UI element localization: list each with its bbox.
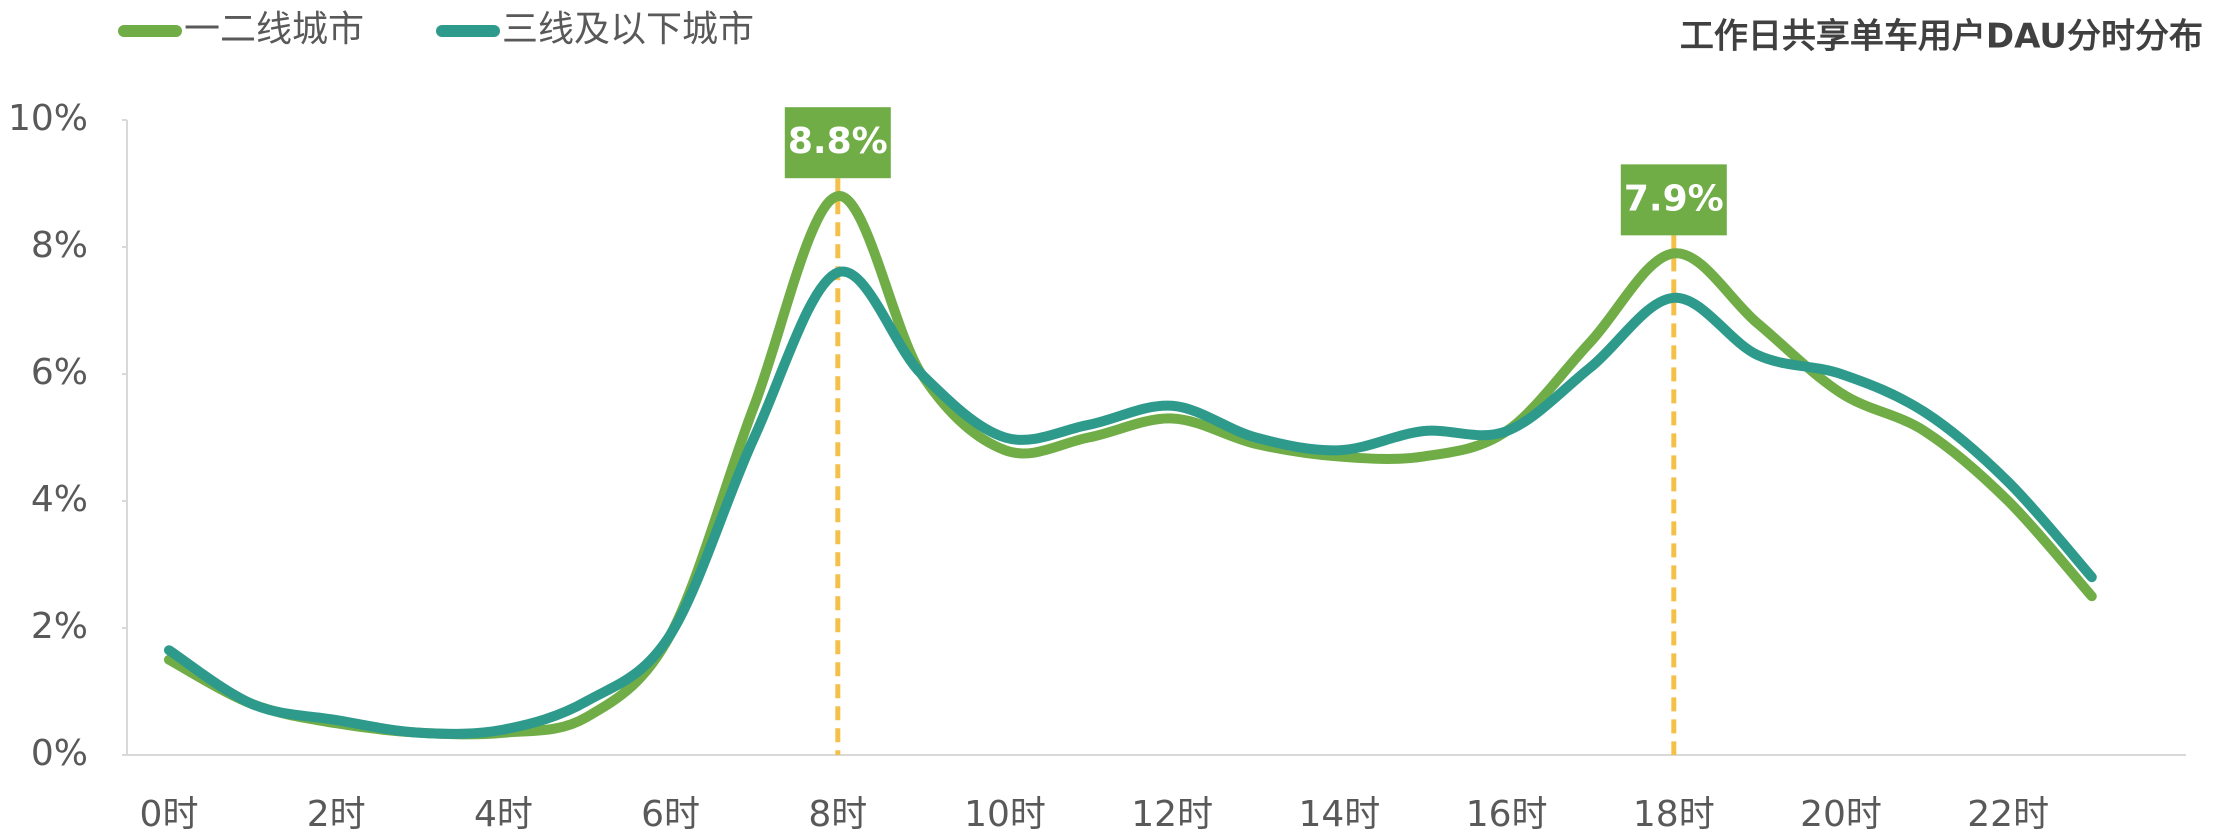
series-line bbox=[164, 266, 2097, 739]
peak-label-box bbox=[784, 107, 891, 179]
y-tick-label: 0% bbox=[31, 733, 88, 774]
x-tick-label: 20时 bbox=[1800, 794, 1882, 835]
x-tick-label: 22时 bbox=[1967, 794, 2049, 835]
peak-label-box bbox=[1620, 164, 1727, 236]
y-tick-label: 6% bbox=[31, 352, 88, 393]
x-tick-label: 18时 bbox=[1633, 794, 1715, 835]
legend-label: 三线及以下城市 bbox=[502, 9, 754, 50]
x-tick-label: 10时 bbox=[964, 794, 1046, 835]
chart-title: 工作日共享单车用户DAU分时分布 bbox=[1680, 17, 2203, 57]
y-tick-label: 2% bbox=[31, 606, 88, 647]
legend-label: 一二线城市 bbox=[184, 9, 364, 50]
x-tick-label: 16时 bbox=[1466, 794, 1548, 835]
y-tick-label: 8% bbox=[31, 225, 88, 266]
x-tick-label: 2时 bbox=[307, 794, 366, 835]
x-tick-label: 14时 bbox=[1298, 794, 1380, 835]
x-tick-label: 6时 bbox=[641, 794, 700, 835]
x-tick-label: 0时 bbox=[140, 794, 199, 835]
x-tick-label: 12时 bbox=[1131, 794, 1213, 835]
peak-label: 7.9% bbox=[1624, 178, 1724, 219]
x-tick-label: 8时 bbox=[808, 794, 867, 835]
peak-label: 8.8% bbox=[788, 121, 888, 162]
y-tick-label: 4% bbox=[31, 479, 88, 520]
x-tick-label: 4时 bbox=[474, 794, 533, 835]
y-tick-label: 10% bbox=[8, 98, 88, 139]
series-line bbox=[164, 191, 2097, 740]
